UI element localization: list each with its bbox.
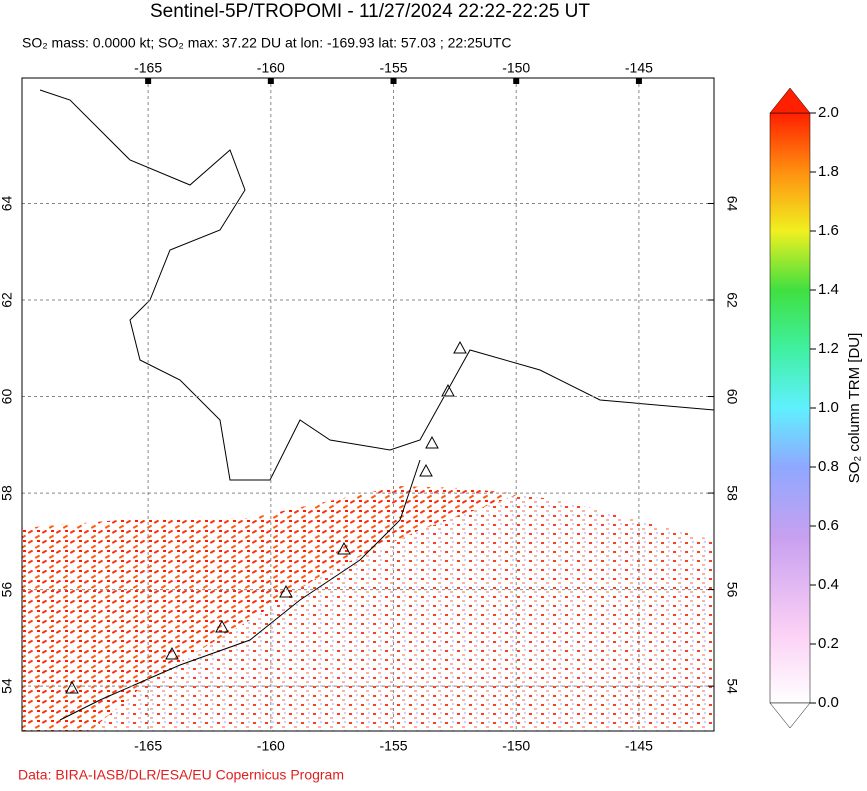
- lat-tick-label: 56: [724, 582, 740, 598]
- lat-tick-label: 56: [0, 582, 15, 598]
- peninsula-coast: [59, 459, 421, 721]
- lat-tick-label: 62: [0, 292, 15, 308]
- credit: Data: BIRA-IASB/DLR/ESA/EU Copernicus Pr…: [18, 767, 344, 783]
- lon-tick-label: -165: [134, 738, 162, 754]
- colorbar-tick-label: 1.6: [818, 222, 839, 239]
- lat-tick-label: 64: [0, 195, 15, 211]
- lat-tick-label: 60: [724, 389, 740, 405]
- colorbar: [769, 112, 811, 704]
- colorbar-tick-label: 0.6: [818, 517, 839, 534]
- title: Sentinel-5P/TROPOMI - 11/27/2024 22:22-2…: [150, 1, 590, 22]
- coastline: [39, 89, 714, 481]
- volcanoes: [65, 340, 467, 694]
- lon-tick-label: -150: [502, 738, 530, 754]
- lat-tick-label: 54: [724, 678, 740, 694]
- lon-tick-label: -145: [625, 738, 653, 754]
- lat-tick-label: 62: [724, 292, 740, 308]
- map-area: [22, 78, 714, 731]
- lon-tick-label: -165: [134, 60, 162, 76]
- colorbar-tick-label: 1.2: [818, 340, 839, 357]
- colorbar-max-arrow: [769, 87, 811, 114]
- colorbar-tick-label: 1.8: [818, 163, 839, 180]
- colorbar-tick-label: 0.2: [818, 635, 839, 652]
- colorbar-min-arrow: [769, 702, 811, 729]
- colorbar-label: SO₂ column TRM [DU]: [846, 333, 863, 484]
- colorbar-tick-label: 2.0: [818, 104, 839, 121]
- lat-tick-label: 54: [0, 678, 15, 694]
- subtitle: SO₂ mass: 0.0000 kt; SO₂ max: 37.22 DU a…: [22, 35, 511, 51]
- lat-tick-label: 64: [724, 196, 740, 212]
- lon-tick-label: -160: [257, 738, 285, 754]
- lat-tick-label: 60: [0, 389, 15, 405]
- lon-tick-label: -150: [502, 60, 530, 76]
- lon-tick-label: -160: [257, 60, 285, 76]
- colorbar-tick-label: 1.0: [818, 399, 839, 416]
- colorbar-tick-label: 0.4: [818, 576, 839, 593]
- colorbar-tick-label: 0.0: [818, 694, 839, 711]
- so2-field-dense: [22, 486, 520, 731]
- lon-tick-label: -155: [380, 738, 408, 754]
- lon-tick-label: -145: [625, 60, 653, 76]
- lat-tick-label: 58: [0, 485, 15, 501]
- colorbar-tick-label: 0.8: [818, 458, 839, 475]
- lat-tick-label: 58: [724, 485, 740, 501]
- ticks: -165 -165 -160 -160 -155 -155 -150 -150 -145 -145…: [0, 60, 740, 754]
- grid: [22, 78, 714, 731]
- colorbar-tick-label: 1.4: [818, 281, 839, 298]
- lon-tick-label: -155: [380, 60, 408, 76]
- map-frame: [21, 77, 715, 732]
